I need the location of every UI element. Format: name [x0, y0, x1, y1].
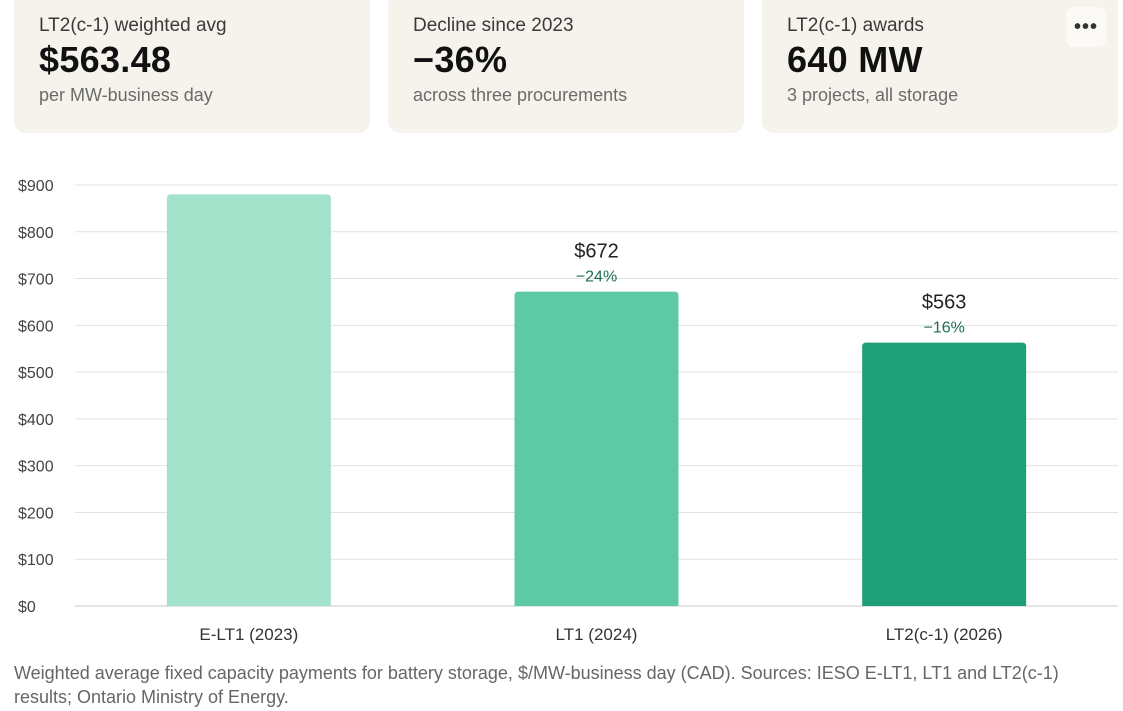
- card-label: Decline since 2023: [413, 15, 574, 36]
- bar-value-label: $672: [574, 241, 619, 263]
- bar-change-label: −16%: [923, 320, 964, 337]
- data-labels: $672 −24% $563 −16%: [574, 241, 966, 337]
- bar-change-label: −24%: [576, 269, 617, 286]
- card-value: $563.48: [39, 39, 172, 80]
- y-tick-label: $900: [18, 178, 54, 195]
- y-tick-label: $0: [18, 599, 36, 616]
- bars: [166, 194, 1027, 606]
- chart-caption: Weighted average fixed capacity payments…: [14, 663, 1059, 707]
- y-tick-label: $400: [18, 412, 54, 429]
- card-value: −36%: [413, 39, 508, 80]
- bar: [862, 342, 1027, 606]
- y-tick-label: $600: [18, 318, 54, 335]
- bar: [166, 194, 331, 606]
- y-tick-label: $800: [18, 225, 54, 242]
- y-tick-label: $700: [18, 272, 54, 289]
- bar-chart: $0 $100 $200 $300 $400 $500 $600 $700 $800 $900 $…: [18, 178, 1118, 644]
- x-tick-label: E-LT1 (2023): [199, 625, 298, 644]
- bar-value-label: $563: [922, 292, 967, 314]
- more-dots-icon: •••: [1073, 15, 1098, 38]
- y-tick-label: $300: [18, 459, 54, 476]
- y-tick-label: $200: [18, 505, 54, 522]
- card-label: LT2(c-1) awards: [787, 15, 924, 36]
- card-awards: LT2(c-1) awards 640 MW 3 projects, all s…: [762, 0, 1118, 133]
- y-tick-label: $100: [18, 552, 54, 569]
- x-tick-label: LT2(c-1) (2026): [886, 625, 1003, 644]
- x-tick-label: LT1 (2024): [556, 625, 638, 644]
- card-weighted-avg: LT2(c-1) weighted avg $563.48 per MW-bus…: [14, 0, 370, 133]
- bar: [514, 291, 679, 606]
- y-tick-label: $500: [18, 365, 54, 382]
- x-axis-ticks: E-LT1 (2023) LT1 (2024) LT2(c-1) (2026): [199, 625, 1002, 644]
- card-subtext: per MW-business day: [39, 85, 213, 105]
- y-axis-ticks: $0 $100 $200 $300 $400 $500 $600 $700 $800 $900: [18, 178, 54, 616]
- card-decline: Decline since 2023 −36% across three pro…: [388, 0, 744, 133]
- card-label: LT2(c-1) weighted avg: [39, 15, 227, 36]
- card-value: 640 MW: [787, 39, 923, 80]
- card-subtext: 3 projects, all storage: [787, 85, 959, 105]
- summary-cards: LT2(c-1) weighted avg $563.48 per MW-bus…: [14, 0, 1119, 133]
- more-options-button[interactable]: •••: [1066, 7, 1106, 47]
- card-subtext: across three procurements: [413, 85, 628, 105]
